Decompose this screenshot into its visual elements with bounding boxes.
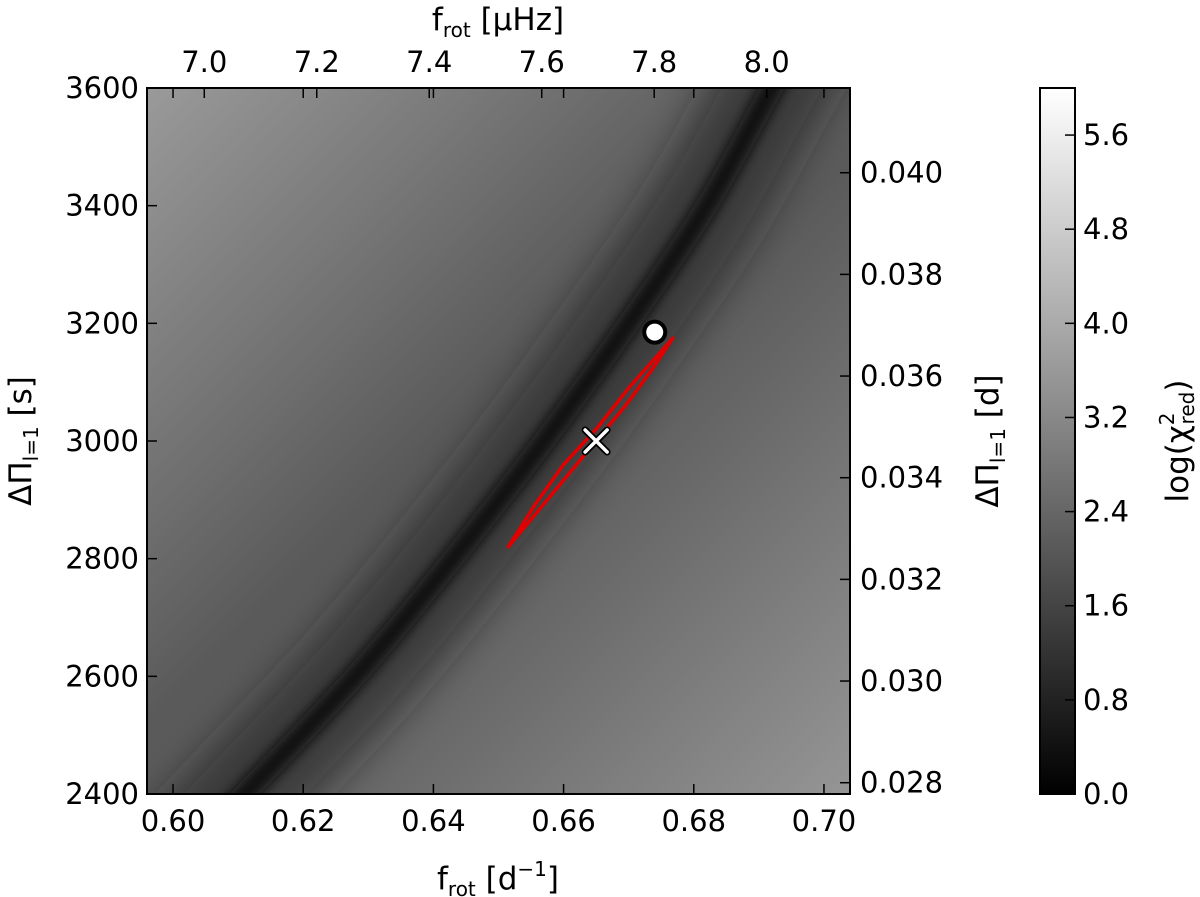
right-tick-label: 0.036 [860, 359, 943, 393]
left-axis-title: ΔΠl=1 [s] [3, 376, 43, 506]
colorbar-tick-label: 0.0 [1083, 777, 1129, 811]
colorbar-tick-label: 4.0 [1083, 306, 1129, 340]
colorbar-tick-label: 0.8 [1083, 683, 1129, 717]
left-tick-label: 2600 [65, 659, 139, 693]
colorbar-title: log(χ2red) [1155, 380, 1199, 503]
bottom-tick-label: 0.70 [792, 804, 857, 838]
bottom-tick-label: 0.64 [401, 804, 466, 838]
colorbar-tick-label: 2.4 [1083, 495, 1129, 529]
top-tick-label: 7.4 [406, 45, 452, 79]
top-axis-title: frot [μHz] [432, 2, 564, 42]
right-axis-title: ΔΠl=1 [d] [970, 374, 1010, 507]
colorbar-tick-label: 4.8 [1083, 212, 1129, 246]
top-axis-ticks: 7.0 7.2 7.4 7.6 7.8 8.0 [181, 45, 790, 98]
bottom-tick-label: 0.68 [661, 804, 726, 838]
left-tick-label: 2800 [65, 542, 139, 576]
colorbar-tick-label: 1.6 [1083, 589, 1129, 623]
right-tick-label: 0.034 [860, 461, 943, 495]
colorbar-tick-label: 5.6 [1083, 118, 1129, 152]
left-axis-ticks: 2400 2600 2800 3000 3200 3400 3600 [65, 71, 157, 811]
right-tick-label: 0.028 [860, 766, 943, 800]
top-tick-label: 7.8 [631, 45, 677, 79]
bottom-tick-label: 0.60 [141, 804, 206, 838]
top-tick-label: 7.2 [294, 45, 340, 79]
heatmap-field [147, 88, 850, 794]
circle-marker [642, 319, 668, 345]
left-tick-label: 3600 [65, 71, 139, 105]
chi-square-valley-minimum [229, 88, 785, 794]
right-tick-label: 0.030 [860, 664, 943, 698]
colorbar: 0.0 0.8 1.6 2.4 3.2 4.0 4.8 5.6 log(χ2red) [1039, 87, 1199, 811]
bottom-axis-title: frot [d−1] [437, 857, 559, 897]
right-tick-label: 0.038 [860, 257, 943, 291]
right-axis-ticks: 0.028 0.030 0.032 0.034 0.036 0.038 0.040 [840, 156, 943, 800]
left-tick-label: 3400 [65, 189, 139, 223]
top-tick-label: 7.0 [181, 45, 227, 79]
colorbar-tick-label: 3.2 [1083, 400, 1129, 434]
left-tick-label: 3000 [65, 424, 139, 458]
bottom-tick-label: 0.66 [531, 804, 596, 838]
bottom-axis-ticks: 0.60 0.62 0.64 0.66 0.68 0.70 [141, 88, 857, 838]
colorbar-ticks: 0.0 0.8 1.6 2.4 3.2 4.0 4.8 5.6 [1065, 118, 1129, 811]
colorbar-gradient [1039, 87, 1076, 795]
left-tick-label: 3200 [65, 306, 139, 340]
best-fit-x-marker [581, 426, 611, 456]
top-tick-label: 8.0 [744, 45, 790, 79]
confidence-contour [506, 336, 675, 549]
right-tick-label: 0.040 [860, 156, 943, 190]
right-tick-label: 0.032 [860, 562, 943, 596]
top-tick-label: 7.6 [519, 45, 565, 79]
bottom-tick-label: 0.62 [271, 804, 336, 838]
left-tick-label: 2400 [65, 777, 139, 811]
